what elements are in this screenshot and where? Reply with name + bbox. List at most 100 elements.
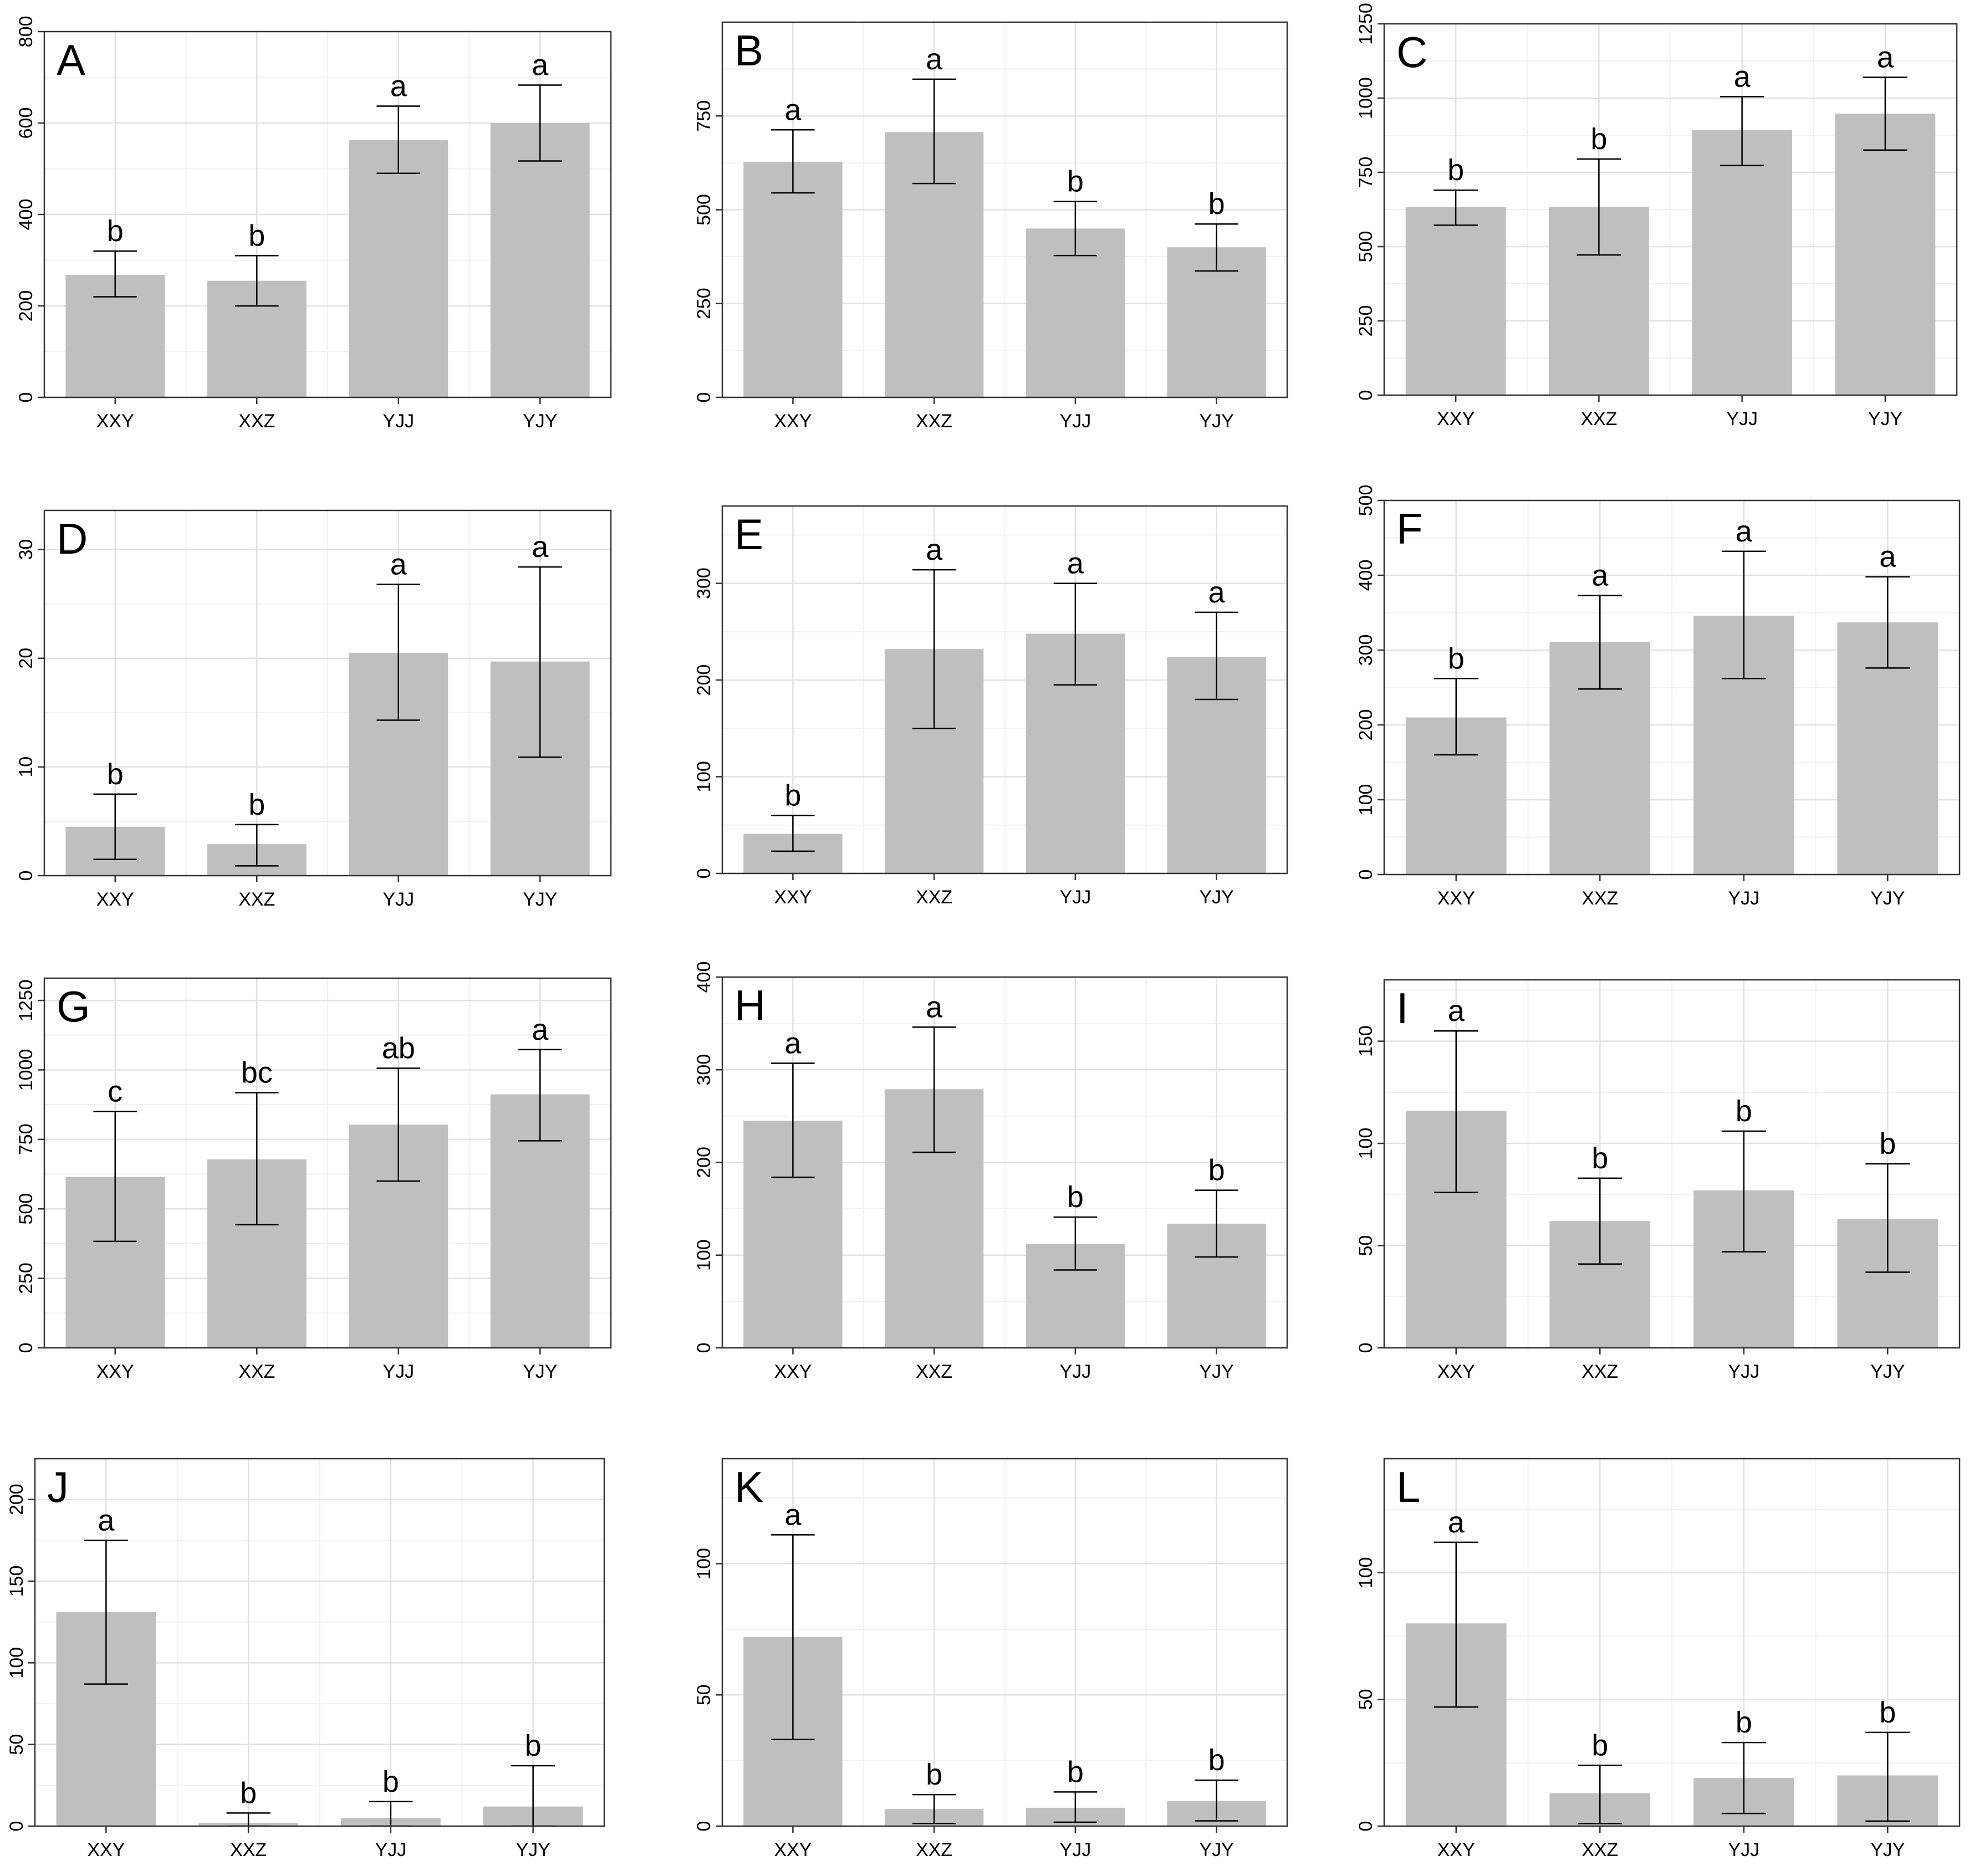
error-bar-xxz [912,1026,956,1153]
y-tick-label: 100 [1355,784,1376,816]
y-tick-label: 100 [693,1548,715,1579]
error-bar-yjj [376,105,421,174]
significance-letter-xxz: a [926,533,943,566]
x-tick-label-xxz: XXZ [1582,888,1618,909]
chart-panel-k: a b b b 0 50 100 XXY XXZ YJJ YJY K [693,1458,1288,1860]
chart-panel-b: a a b b 0 250 500 750 XXY XXZ YJJ YJY B [693,21,1288,432]
y-tick-label: 0 [1355,1343,1376,1353]
y-tick-label: 1000 [16,1049,37,1091]
y-tick-label: 0 [1355,870,1376,880]
panel-label: G [57,982,90,1031]
y-tick-label: 750 [693,100,715,132]
y-tick-label: 100 [1355,1557,1376,1588]
error-bar-yjy [1195,1189,1238,1258]
chart-panel-c: b b a a 0 250 500 750 1000 1250 XXY XXZ YJJ YJY C [1355,3,1958,430]
x-tick-label-xxz: XXZ [1582,1839,1618,1860]
y-tick-label: 400 [693,962,715,993]
x-tick-label-xxy: XXY [1437,888,1475,909]
y-tick-label: 200 [693,664,715,696]
y-tick-label: 1000 [1355,77,1376,119]
x-tick-label-yjy: YJY [1870,1361,1905,1382]
significance-letter-yjj: a [1736,515,1753,548]
x-tick-label-xxy: XXY [96,411,134,432]
panel-label: J [47,1463,69,1511]
significance-letter-yjy: a [1879,540,1896,574]
y-tick-label: 500 [1355,485,1376,517]
error-bar-yjj [1720,96,1764,166]
error-bar-xxz [1578,1765,1623,1824]
plot-frame [1383,499,1961,876]
plot-frame [1383,23,1958,396]
plot-frame [34,1458,605,1827]
significance-letter-yjy: a [1208,576,1226,609]
significance-letter-yjj: b [1736,1095,1752,1128]
error-bar-yjy [1863,76,1907,151]
y-tick-label: 100 [693,761,715,793]
error-bar-xxy [84,1540,128,1685]
plot-frame [1383,979,1961,1349]
y-tick-label: 150 [6,1566,27,1597]
bar-yjy [1835,113,1936,395]
error-bar-yjy [1195,1779,1238,1822]
x-tick-label-xxy: XXY [774,887,812,908]
x-tick-label-yjy: YJY [1199,1361,1233,1382]
y-tick-label: 300 [693,1054,715,1086]
x-tick-label-yjy: YJY [1870,1839,1905,1860]
error-bar-yjy [518,566,562,758]
error-bar-yjy [1865,1163,1910,1273]
significance-letter-xxy: b [1447,154,1464,187]
y-tick-label: 0 [6,1821,27,1832]
y-tick-label: 0 [693,868,715,879]
significance-letter-yjy: a [532,1013,549,1046]
error-bar-xxy [1434,1541,1478,1708]
x-tick-label-xxz: XXZ [1582,1361,1618,1382]
bar-yjj [1026,228,1125,397]
y-tick-label: 1250 [1355,3,1376,45]
error-bar-yjj [1721,1741,1766,1814]
y-tick-label: 500 [1355,231,1376,263]
chart-panel-a: b b a a 0 200 400 600 800 XXY XXZ YJJ YJY A [16,16,612,432]
significance-letter-xxz: b [248,219,265,252]
error-bar-xxz [912,569,956,729]
y-tick-label: 200 [16,290,37,322]
y-tick-label: 200 [6,1484,27,1515]
x-tick-label-xxy: XXY [774,1361,812,1382]
plot-frame [721,505,1288,875]
y-tick-label: 250 [693,288,715,319]
plot-frame [43,509,612,877]
y-tick-label: 400 [1355,560,1376,591]
significance-letter-yjj: a [1067,547,1084,580]
significance-letter-xxz: a [926,43,943,76]
x-tick-label-yjy: YJY [523,889,557,910]
significance-letter-yjy: a [532,49,549,82]
significance-letter-yjy: b [1208,1744,1225,1777]
error-bar-xxy [771,1062,815,1178]
significance-letter-yjy: b [1208,1154,1225,1187]
significance-letter-yjj: b [1067,165,1084,198]
panel-label: B [734,26,763,75]
error-bar-yjj [1053,1216,1098,1271]
y-tick-label: 750 [1355,157,1376,188]
y-tick-label: 0 [16,871,37,881]
y-tick-label: 0 [693,392,715,403]
y-tick-label: 300 [1355,635,1376,666]
error-bar-xxy [1434,1030,1478,1193]
y-tick-label: 0 [1355,390,1376,401]
y-tick-label: 500 [16,1193,37,1225]
chart-panel-f: b a a a 0 100 200 300 400 500 XXY XXZ YJJ YJY F [1355,485,1961,909]
panel-label: D [57,514,88,563]
significance-letter-yjj: a [1734,60,1751,93]
x-tick-label-xxz: XXZ [916,887,952,908]
error-bar-xxz [234,824,279,867]
significance-letter-yjy: b [525,1729,542,1762]
error-bar-yjj [376,1067,421,1182]
x-tick-label-xxz: XXZ [230,1839,267,1860]
plot-frame [43,977,612,1349]
x-tick-label-xxy: XXY [774,411,812,432]
x-tick-label-yjj: YJJ [1728,1839,1759,1860]
panel-label: E [734,510,763,559]
x-tick-label-yjy: YJY [523,1361,557,1382]
y-tick-label: 30 [16,539,37,560]
y-tick-label: 10 [16,756,37,778]
error-bar-xxy [1434,678,1478,756]
